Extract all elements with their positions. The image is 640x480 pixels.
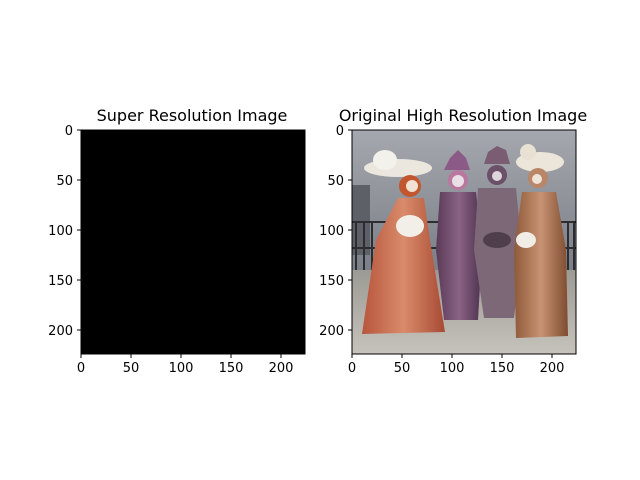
x-tick-label: 150	[490, 361, 515, 376]
x-tick-label: 100	[440, 361, 465, 376]
image-plot	[81, 130, 305, 354]
x-tick-label: 50	[394, 361, 411, 376]
y-tick-label: 0	[65, 124, 73, 139]
x-tick-label: 200	[269, 361, 294, 376]
y-tick-label: 150	[319, 274, 344, 289]
x-tick-label: 50	[123, 361, 140, 376]
x-ticks: 0 50 100 150 200	[77, 354, 294, 376]
x-tick-label: 200	[540, 361, 565, 376]
photo-building	[352, 185, 370, 255]
y-tick-label: 100	[48, 224, 73, 239]
axes-title: Original High Resolution Image	[339, 106, 587, 125]
y-ticks: 0 50 100 150 200	[319, 124, 352, 339]
x-ticks: 0 50 100 150 200	[348, 354, 565, 376]
y-tick-label: 200	[48, 324, 73, 339]
y-tick-label: 50	[56, 174, 73, 189]
axes-super-resolution: Super Resolution Image 0 50 100 150 200 0 50 1…	[48, 106, 306, 376]
x-tick-label: 150	[219, 361, 244, 376]
photo-figure-2	[436, 150, 482, 320]
image-plot	[352, 130, 576, 354]
y-ticks: 0 50 100 150 200	[48, 124, 81, 339]
photo-figure-4	[514, 144, 568, 338]
y-tick-label: 200	[319, 324, 344, 339]
y-tick-label: 100	[319, 224, 344, 239]
y-tick-label: 150	[48, 274, 73, 289]
axes-original-high-resolution: Original High Resolution Image	[319, 106, 587, 376]
x-tick-label: 0	[348, 361, 356, 376]
photo-figure-3	[474, 146, 522, 318]
axes-frame	[351, 129, 577, 355]
x-tick-label: 0	[77, 361, 85, 376]
x-tick-label: 100	[169, 361, 194, 376]
photo-figure-1	[362, 150, 445, 334]
axes-title: Super Resolution Image	[97, 106, 288, 125]
axes-frame	[80, 129, 306, 355]
y-tick-label: 0	[336, 124, 344, 139]
y-tick-label: 50	[327, 174, 344, 189]
